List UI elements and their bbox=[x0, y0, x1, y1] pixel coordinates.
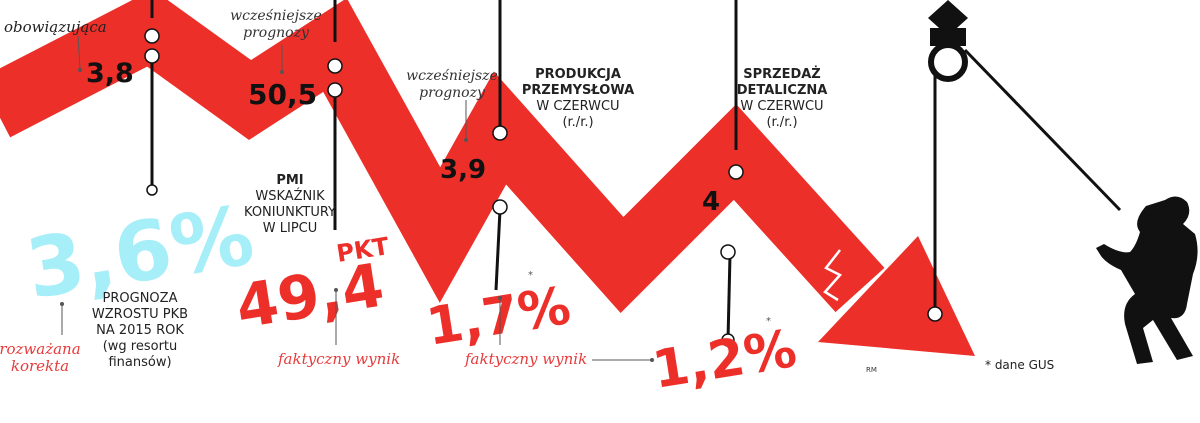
credit: RM bbox=[866, 366, 877, 374]
text-line: rozważana bbox=[0, 340, 81, 358]
pulley bbox=[928, 0, 968, 82]
footnote: * dane GUS bbox=[985, 358, 1054, 372]
industry-actual-label: faktyczny wynik bbox=[464, 350, 587, 368]
text-line: KONIUNKTURY bbox=[244, 205, 336, 220]
zigzag-arrow bbox=[0, 0, 975, 356]
text-line: DETALICZNA bbox=[737, 83, 828, 98]
text-line: PRZEMYSŁOWA bbox=[522, 83, 634, 98]
ropes bbox=[144, 0, 1122, 347]
text-line: prognozy bbox=[243, 25, 310, 41]
text-line: wcześniejsze bbox=[406, 68, 498, 84]
retail-earlier: 4 bbox=[702, 187, 720, 217]
text-line: SPRZEDAŻ bbox=[743, 66, 821, 82]
text-line: PROGNOZA bbox=[103, 291, 178, 306]
current-value: 3,8 bbox=[86, 58, 134, 89]
text-line: PMI bbox=[276, 173, 303, 188]
pmi-unit: PKT bbox=[335, 232, 392, 268]
text-line: wcześniejsze bbox=[230, 8, 322, 24]
pmi-earlier: 50,5 bbox=[248, 78, 317, 111]
text-line: WZROSTU PKB bbox=[92, 307, 188, 322]
text-line: (wg resortu bbox=[103, 339, 178, 354]
industry-mark: * bbox=[528, 270, 533, 281]
text-line: prognozy bbox=[419, 85, 486, 101]
text-line: (r./r.) bbox=[562, 115, 593, 130]
pmi-actual-label: faktyczny wynik bbox=[277, 350, 400, 368]
text-line: korekta bbox=[11, 357, 69, 375]
current-label: obowiązująca bbox=[4, 18, 107, 36]
retail-mark: * bbox=[766, 316, 771, 327]
industry-earlier: 3,9 bbox=[440, 155, 486, 185]
text-line: W CZERWCU bbox=[536, 99, 619, 114]
retail-actual: 1,2% bbox=[649, 319, 801, 401]
text-line: W CZERWCU bbox=[740, 99, 823, 114]
text-line: PRODUKCJA bbox=[535, 67, 621, 82]
text-line: WSKAŹNIK bbox=[255, 188, 325, 204]
text-line: NA 2015 ROK bbox=[96, 323, 184, 338]
text-line: finansów) bbox=[108, 355, 171, 370]
text-line: W LIPCU bbox=[263, 221, 318, 236]
text-line: (r./r.) bbox=[766, 115, 797, 130]
man-silhouette bbox=[1096, 196, 1198, 364]
